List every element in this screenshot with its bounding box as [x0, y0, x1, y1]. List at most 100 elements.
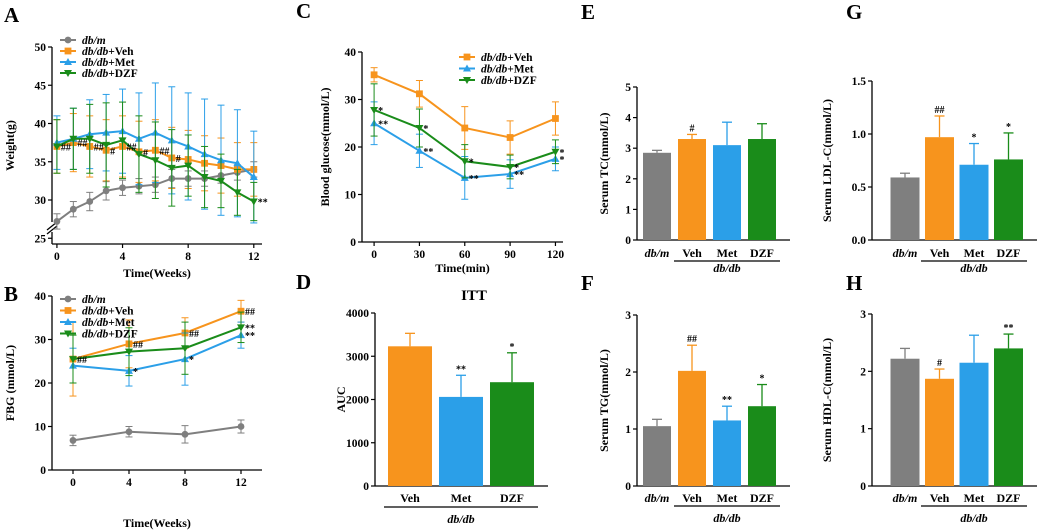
- x-tick-label: Met: [717, 491, 738, 505]
- significance-label: ##: [687, 334, 697, 345]
- legend-prefix: db/m: [82, 35, 106, 47]
- significance-label: **: [722, 395, 732, 406]
- significance-label: ##: [189, 329, 199, 340]
- bar-chart-d: D ITT 0 1000 2000 3000 4000 AUC Veh ** Met * DZF db/d…: [296, 270, 548, 526]
- y-tick-label: 0: [625, 481, 631, 493]
- bar-met: [959, 164, 989, 240]
- data-point: [86, 198, 94, 205]
- legend-entry-veh: db/db+Veh: [60, 46, 134, 58]
- bar-chart-e: E 0 1 2 3 4 5 Serum TC(mmol/L) db/m # Veh Met DZF db/…: [581, 0, 790, 275]
- data-point: [181, 430, 189, 438]
- significance-label: #: [690, 123, 695, 134]
- legend-label: db/db+DZF: [481, 75, 537, 87]
- data-point: [184, 162, 193, 170]
- x-axis-label: Time(min): [435, 261, 489, 275]
- y-tick-label: 3: [625, 310, 631, 322]
- y-tick-label: 45: [35, 80, 47, 92]
- bar-dbm: [890, 358, 920, 486]
- significance-label: **: [378, 119, 388, 130]
- bar-chart-h: H 0 1 2 3 Serum HDL-C(mmol/L) db/m # Veh Met ** DZF…: [820, 271, 1037, 525]
- y-tick-label: 0: [350, 237, 356, 249]
- y-tick-label: 4: [625, 113, 631, 125]
- y-tick-label: 0.5: [852, 182, 867, 194]
- y-tick-label: 0.0: [852, 235, 867, 247]
- x-tick-label: db/m: [893, 246, 918, 260]
- y-tick-label: 4000: [346, 308, 369, 320]
- y-tick-label: 3000: [346, 351, 369, 363]
- legend-marker: [463, 77, 471, 84]
- legend-prefix: db/db: [82, 57, 108, 69]
- legend-marker: [64, 47, 72, 55]
- data-point: [416, 90, 423, 98]
- bar-veh: [388, 346, 432, 486]
- bar-veh: [678, 370, 706, 486]
- data-point: [233, 159, 242, 167]
- significance-label: ##: [245, 307, 255, 318]
- legend-suffix: +Veh: [108, 46, 134, 58]
- significance-label: *: [469, 157, 474, 168]
- legend-suffix: +Met: [507, 64, 534, 76]
- series-dzf: [370, 83, 560, 180]
- series-dzf: [69, 311, 245, 384]
- legend-prefix: db/m: [82, 294, 106, 306]
- legend-entry-dbm: db/m: [60, 294, 106, 306]
- data-point: [69, 205, 77, 213]
- data-point: [102, 187, 110, 195]
- legend-marker: [64, 295, 72, 303]
- y-tick-label: 2: [860, 366, 866, 378]
- bar-dzf: [994, 159, 1023, 240]
- y-tick-label: 1.5: [852, 76, 867, 88]
- y-axis-label: Serum HDL-C(mmol/L): [820, 338, 834, 462]
- significance-label: *: [189, 355, 194, 366]
- y-tick-label: 30: [345, 95, 357, 107]
- significance-label: **: [258, 198, 268, 209]
- significance-label: ##: [61, 142, 71, 153]
- data-point: [237, 423, 245, 430]
- x-tick-label: 8: [185, 251, 191, 263]
- significance-label: *: [514, 163, 519, 174]
- data-point: [461, 124, 469, 132]
- y-tick-label: 10: [345, 190, 357, 202]
- y-tick-label: 40: [35, 119, 47, 131]
- significance-label: *: [378, 106, 383, 117]
- significance-label: *: [510, 342, 515, 353]
- legend-entry-dzf: db/db+DZF: [60, 68, 138, 80]
- data-point: [102, 141, 111, 149]
- legend-label: db/db+DZF: [82, 68, 138, 80]
- data-point: [237, 324, 245, 332]
- series-line: [72, 334, 242, 372]
- x-tick-label: 0: [371, 249, 377, 261]
- legend-entry-dzf: db/db+DZF: [60, 329, 138, 341]
- data-point: [552, 115, 559, 122]
- bar-dzf: [490, 382, 534, 486]
- legend-entry-met: db/db+Met: [459, 64, 534, 76]
- x-tick-label: DZF: [997, 246, 1021, 260]
- y-tick-label: 5: [625, 82, 631, 94]
- y-tick-label: 30: [35, 195, 47, 207]
- significance-label: **: [514, 170, 524, 181]
- legend-label: db/db+DZF: [82, 329, 138, 341]
- y-axis-label: Serum TG(mmol/L): [597, 349, 611, 452]
- x-tick-label: Met: [964, 246, 985, 260]
- data-point: [118, 137, 127, 145]
- x-tick-label: db/m: [645, 246, 670, 260]
- y-tick-label: 1: [860, 424, 866, 436]
- legend-suffix: +Met: [108, 317, 135, 329]
- significance-label: *: [972, 133, 977, 144]
- legend-prefix: db/db: [82, 317, 108, 329]
- x-tick-label: DZF: [750, 491, 774, 505]
- panel-letter: D: [296, 270, 311, 294]
- series-line: [72, 326, 242, 361]
- data-point: [506, 163, 515, 171]
- y-axis-label: Serum LDL-C(mmol/L): [820, 99, 834, 222]
- legend-label: db/m: [82, 35, 106, 47]
- y-tick-label: 35: [35, 157, 47, 169]
- data-point: [69, 135, 78, 143]
- x-tick-label: DZF: [750, 246, 774, 260]
- data-point: [134, 151, 143, 159]
- y-tick-label: 2: [625, 367, 631, 379]
- significance-label: **: [245, 323, 255, 334]
- legend-prefix: db/db: [481, 52, 507, 64]
- significance-label: ##: [77, 139, 87, 150]
